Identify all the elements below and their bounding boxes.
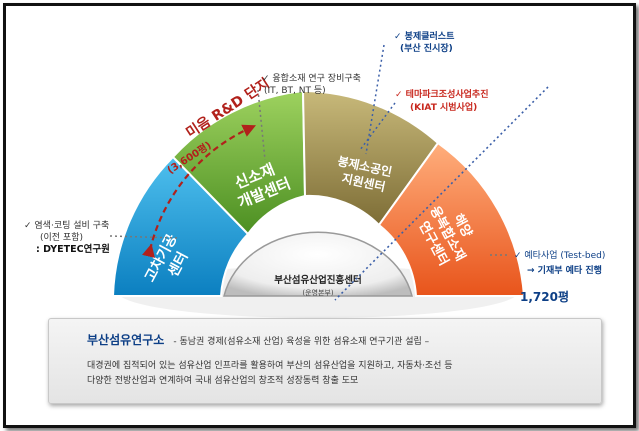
note-dyetec-line2: (이전 포함) — [40, 232, 83, 243]
center-title: 부산섬유산업진흥센터 — [274, 274, 361, 286]
note-sewing-line1: ✓ 봉제클러스트 — [394, 30, 455, 42]
panel-desc-line1: 대경권에 집적되어 있는 섬유산업 인프라를 활용하여 부산의 섬유산업을 지원… — [87, 361, 453, 371]
note-theme-line2: (KIAT 시범사업) — [410, 101, 477, 113]
connector-dyetec — [109, 235, 179, 239]
note-fusion-line1: ✓ 융합소재 연구 장비구축 — [262, 73, 361, 84]
area-1720: 1,720평 — [520, 290, 569, 304]
note-theme-line1: ✓ 테마파크조성사업추진 — [395, 88, 488, 100]
note-fusion-line2: (IT, BT, NT 등) — [264, 85, 326, 96]
note-dyetec-line1: ✓ 염색·코팅 설비 구축 — [24, 220, 109, 231]
note-dyetec-line3: : DYETEC연구원 — [36, 243, 110, 255]
panel-desc-line2: 다양한 전방산업과 연계하여 국내 섬유산업의 창조적 성장동력 창출 도모 — [87, 376, 359, 386]
connector-sewing — [365, 44, 385, 155]
note-prefeas-line1: ✓ 예타사업 (Test-bed) — [514, 250, 605, 261]
center-hub — [223, 231, 413, 297]
panel-title: 부산섬유연구소 — [87, 333, 165, 347]
note-sewing-line2: (부산 진시장) — [400, 42, 453, 54]
connector-diagonal — [334, 86, 549, 301]
info-panel: 부산섬유연구소 - 동남권 경제(섬유소재 산업) 육성을 위한 섬유소재 연구… — [48, 318, 602, 404]
rnd-complex-arc — [142, 124, 256, 258]
connector-fusion — [257, 89, 266, 161]
panel-subtitle: - 동남권 경제(섬유소재 산업) 육성을 위한 섬유소재 연구기관 설립 – — [173, 337, 430, 347]
note-prefeas-line2: → 기재부 예타 진행 — [527, 264, 602, 276]
center-subtitle: (운영본부) — [302, 288, 333, 297]
segment-4 — [377, 141, 526, 297]
